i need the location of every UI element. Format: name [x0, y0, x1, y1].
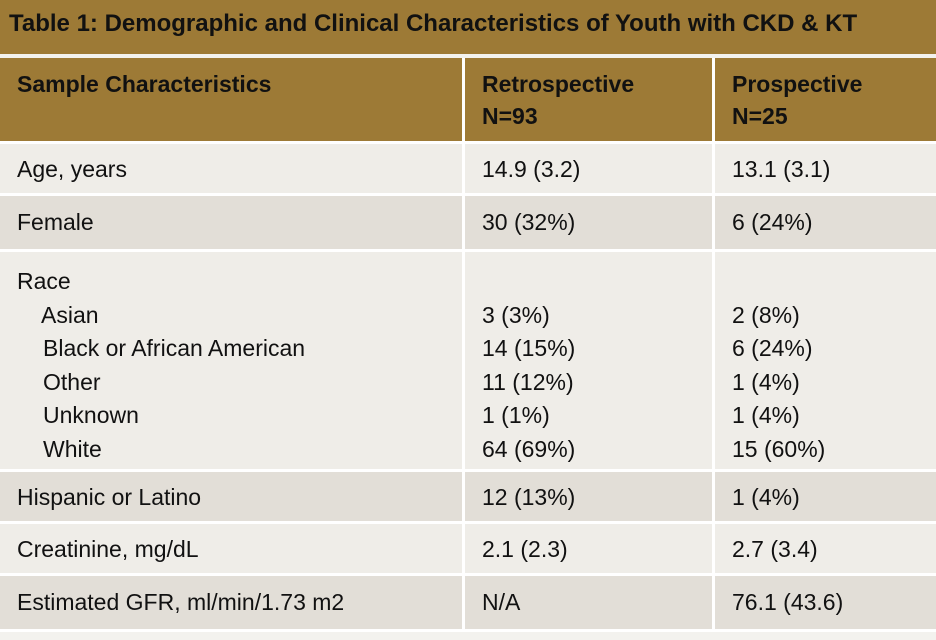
header-prospective-label: Prospective: [732, 71, 863, 97]
table-row-race: Race Asian Black or African American Oth…: [0, 252, 936, 472]
row-retrospective-value: 12 (13%): [462, 472, 712, 524]
race-retrospective-value: 11 (12%): [482, 368, 574, 395]
row-label: Age, years: [0, 144, 462, 196]
race-label-cell: Race Asian Black or African American Oth…: [0, 252, 462, 472]
row-prospective-value: 76.1 (43.6): [712, 576, 936, 632]
table-row: Hispanic or Latino 12 (13%) 1 (4%): [0, 472, 936, 524]
row-prospective-value: 13.1 (3.1): [712, 144, 936, 196]
race-label: Race: [17, 268, 71, 294]
row-retrospective-value: 14.9 (3.2): [462, 144, 712, 196]
row-prospective-value: 1 (4%): [712, 472, 936, 524]
race-prospective-value: 1 (4%): [732, 368, 800, 395]
row-label: Female: [0, 196, 462, 252]
row-label: Estimated GFR, ml/min/1.73 m2: [0, 576, 462, 632]
row-retrospective-value: 30 (32%): [462, 196, 712, 252]
race-prospective-value: 2 (8%): [732, 301, 800, 328]
race-sub-label: Black or African American: [43, 335, 306, 361]
header-prospective-n: N=25: [732, 103, 788, 129]
row-retrospective-value: 2.1 (2.3): [462, 524, 712, 576]
race-prospective-value: 6 (24%): [732, 335, 813, 361]
race-prospective-cell: 2 (8%) 6 (24%) 1 (4%) 1 (4%) 15 (60%): [712, 252, 936, 472]
race-retrospective-value: 3 (3%): [482, 301, 550, 328]
race-prospective-value: 15 (60%): [732, 435, 826, 462]
row-retrospective-value: N/A: [462, 576, 712, 632]
race-sub-label: Asian: [41, 301, 99, 328]
table-title: Table 1: Demographic and Clinical Charac…: [0, 0, 936, 54]
table-row: Age, years 14.9 (3.2) 13.1 (3.1): [0, 144, 936, 196]
row-prospective-value: 2.7 (3.4): [712, 524, 936, 576]
header-retrospective-label: Retrospective: [482, 71, 635, 97]
race-sub-label: Other: [43, 368, 101, 395]
table-row: Estimated GFR, ml/min/1.73 m2 N/A 76.1 (…: [0, 576, 936, 632]
race-sub-label: White: [43, 435, 102, 462]
row-label: Hispanic or Latino: [0, 472, 462, 524]
table-row: Creatinine, mg/dL 2.1 (2.3) 2.7 (3.4): [0, 524, 936, 576]
race-sub-label: Unknown: [43, 402, 139, 428]
header-sample-characteristics: Sample Characteristics: [0, 58, 462, 144]
row-prospective-value: 6 (24%): [712, 196, 936, 252]
header-prospective: Prospective N=25: [712, 58, 936, 144]
table-row: Female 30 (32%) 6 (24%): [0, 196, 936, 252]
header-retrospective-n: N=93: [482, 103, 538, 129]
table-header-row: Sample Characteristics Retrospective N=9…: [0, 58, 936, 144]
race-retrospective-value: 64 (69%): [482, 435, 576, 462]
row-label: Creatinine, mg/dL: [0, 524, 462, 576]
header-retrospective: Retrospective N=93: [462, 58, 712, 144]
race-prospective-value: 1 (4%): [732, 402, 800, 428]
race-retrospective-cell: 3 (3%) 14 (15%) 11 (12%) 1 (1%) 64 (69%): [462, 252, 712, 472]
characteristics-table: Sample Characteristics Retrospective N=9…: [0, 58, 936, 632]
race-retrospective-value: 1 (1%): [482, 402, 550, 428]
race-retrospective-value: 14 (15%): [482, 335, 576, 361]
